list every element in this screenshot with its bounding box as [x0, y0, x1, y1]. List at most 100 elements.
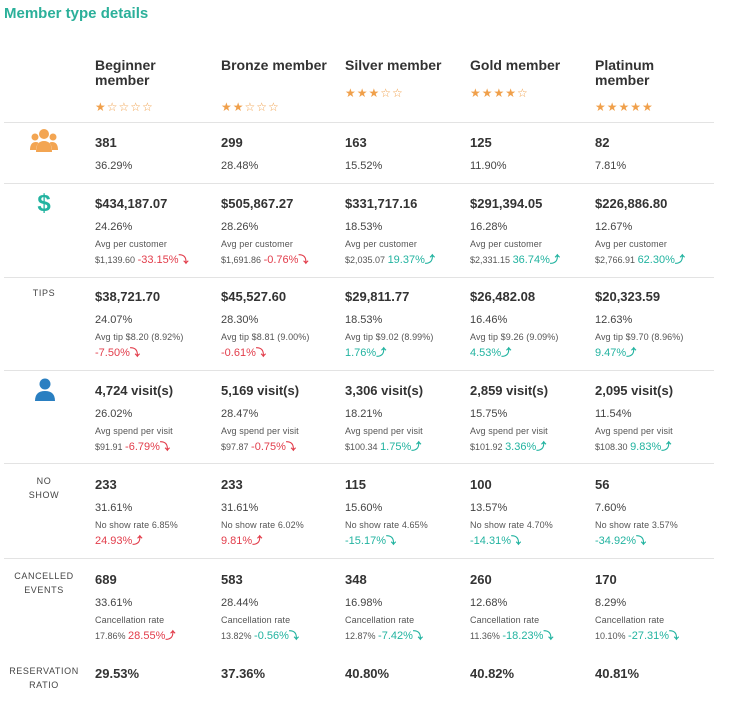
star-rating: ★☆☆☆☆ [95, 100, 154, 114]
star-rating: ★★★★☆ [470, 86, 529, 100]
tips-cell: $26,482.08 16.46% Avg tip $9.26 (9.09%) … [470, 289, 592, 359]
arrow-down-icon: ⤵ [510, 536, 521, 547]
change-line: -15.17%⤵ [345, 532, 467, 547]
avg-line: $97.87 -0.75%⤵ [221, 438, 343, 453]
revenue-total: $434,187.07 [95, 196, 168, 211]
star-rating: ★★☆☆☆ [221, 100, 280, 114]
arrow-down-icon: ⤵ [159, 442, 170, 453]
tier-name: Bronze member [221, 57, 327, 73]
noshow-count: 233 [221, 477, 243, 492]
avg-label: Avg spend per visit [595, 426, 673, 436]
avg-line: $1,691.86 -0.76%⤵ [221, 251, 343, 266]
change-value: -6.79% [125, 441, 160, 453]
tier-name: Silver member [345, 57, 442, 73]
arrow-down-icon: ⤵ [178, 255, 189, 266]
row-divider [4, 370, 714, 371]
change-value: 1.75% [380, 441, 412, 453]
members-cell: 163 15.52% [345, 135, 467, 172]
members-cell: 82 7.81% [595, 135, 717, 172]
star-rating: ★★★★★ [595, 100, 654, 114]
arrow-down-icon: ⤵ [298, 255, 309, 266]
change-value: 28.55% [128, 630, 166, 642]
visit-count: 3,306 visit(s) [345, 383, 424, 398]
rate-value: 10.10% [595, 631, 626, 641]
arrow-down-icon: ⤵ [543, 631, 554, 642]
rate-line: 12.87% -7.42%⤵ [345, 627, 467, 642]
avg-value: $91.91 [95, 442, 123, 452]
avg-value: $108.30 [595, 442, 628, 452]
member-share: 7.81% [595, 160, 627, 172]
tier-header-silver: Silver member ★★★☆☆ [345, 57, 475, 101]
cancelled-cell: 583 28.44% Cancellation rate 13.82% -0.5… [221, 572, 343, 642]
noshow-cell: 233 31.61% No show rate 6.02% 9.81%⤴ [221, 477, 343, 547]
revenue-share: 16.28% [470, 221, 508, 233]
avg-label: Avg spend per visit [221, 426, 299, 436]
arrow-up-icon: ⤴ [661, 442, 672, 453]
arrow-up-icon: ⤴ [549, 255, 560, 266]
member-count: 299 [221, 135, 243, 150]
avg-value: $97.87 [221, 442, 249, 452]
visits-cell: 4,724 visit(s) 26.02% Avg spend per visi… [95, 383, 217, 453]
arrow-up-icon: ⤴ [132, 536, 143, 547]
visit-share: 18.21% [345, 408, 383, 420]
cancelled-cell: 689 33.61% Cancellation rate 17.86% 28.5… [95, 572, 217, 642]
avg-line: $2,035.07 19.37%⤴ [345, 251, 467, 266]
tier-header-bronze: Bronze member ★★☆☆☆ [221, 57, 331, 115]
avg-line: $1,139.60 -33.15%⤵ [95, 251, 217, 266]
avg-label: Avg per customer [95, 239, 167, 249]
avg-label: Avg per customer [595, 239, 667, 249]
noshow-share: 7.60% [595, 502, 627, 514]
avg-line: $101.92 3.36%⤴ [470, 438, 592, 453]
row-divider [4, 277, 714, 278]
member-count: 381 [95, 135, 117, 150]
change-line: 24.93%⤴ [95, 532, 217, 547]
visit-share: 15.75% [470, 408, 508, 420]
avg-value: $2,331.15 [470, 255, 511, 265]
row-label-line: RATIO [29, 680, 59, 690]
tips-total: $45,527.60 [221, 289, 287, 304]
visit-count: 2,859 visit(s) [470, 383, 549, 398]
change-value: 1.76% [345, 347, 377, 359]
members-cell: 299 28.48% [221, 135, 343, 172]
visit-share: 11.54% [595, 408, 632, 420]
cancelled-cell: 348 16.98% Cancellation rate 12.87% -7.4… [345, 572, 467, 642]
visits-cell: 3,306 visit(s) 18.21% Avg spend per visi… [345, 383, 467, 453]
rate-label: Cancellation rate [345, 615, 415, 625]
revenue-cell: $434,187.07 24.26% Avg per customer $1,1… [95, 196, 217, 266]
reservation-cell: 40.82% [470, 666, 592, 681]
row-label-line: RESERVATION [9, 666, 79, 676]
cancelled-count: 260 [470, 572, 492, 587]
arrow-down-icon: ⤵ [635, 536, 646, 547]
tips-share: 24.07% [95, 314, 133, 326]
tips-share: 28.30% [221, 314, 259, 326]
reservation-cell: 40.81% [595, 666, 717, 681]
noshow-count: 56 [595, 477, 610, 492]
reservation-cell: 40.80% [345, 666, 467, 681]
avg-line: $91.91 -6.79%⤵ [95, 438, 217, 453]
revenue-share: 28.26% [221, 221, 259, 233]
noshow-cell: 233 31.61% No show rate 6.85% 24.93%⤴ [95, 477, 217, 547]
member-count: 163 [345, 135, 367, 150]
noshow-count: 115 [345, 477, 366, 492]
rate-line: 17.86% 28.55%⤴ [95, 627, 217, 642]
noshow-rate: No show rate 6.02% [221, 520, 304, 530]
tips-cell: $45,527.60 28.30% Avg tip $8.81 (9.00%) … [221, 289, 343, 359]
rate-value: 11.36% [470, 631, 500, 641]
arrow-down-icon: ⤵ [285, 442, 296, 453]
row-divider [4, 122, 714, 123]
tier-header-row: Beginner member ★☆☆☆☆ Bronze member ★★☆☆… [0, 56, 714, 122]
rate-value: 12.87% [345, 631, 376, 641]
tier-header-beginner: Beginner member ★☆☆☆☆ [95, 58, 205, 115]
rate-value: 17.86% [95, 631, 126, 641]
row-divider [4, 558, 714, 559]
member-share: 15.52% [345, 160, 383, 172]
rate-label: Cancellation rate [595, 615, 665, 625]
noshow-count: 233 [95, 477, 117, 492]
change-value: -0.75% [251, 441, 286, 453]
tier-header-platinum: Platinum member ★★★★★ [595, 58, 705, 115]
row-label-line: EVENTS [24, 585, 64, 595]
visit-count: 4,724 visit(s) [95, 383, 174, 398]
tips-share: 18.53% [345, 314, 383, 326]
change-value: 9.47% [595, 347, 627, 359]
change-value: 9.81% [221, 535, 253, 547]
